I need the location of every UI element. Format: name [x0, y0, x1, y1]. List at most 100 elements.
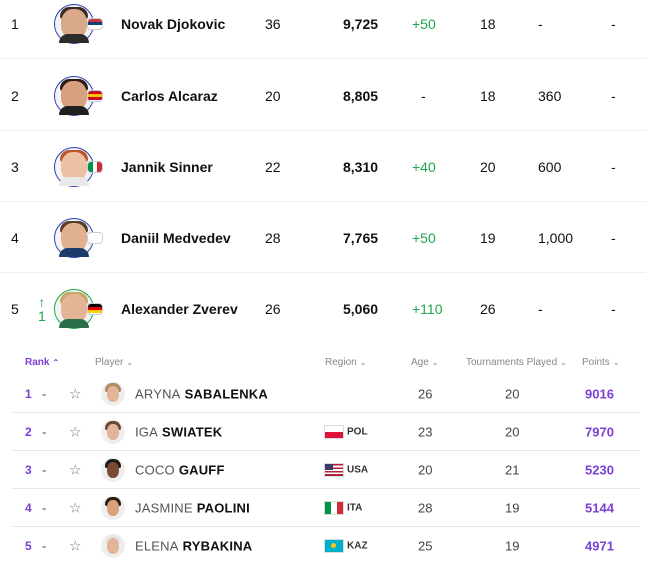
player-avatar[interactable] [101, 458, 125, 482]
atp-rankings-table: 1 Novak Djokovic 36 9,725 +50 18 - - 2 C… [0, 0, 656, 344]
star-icon[interactable]: ☆ [69, 423, 82, 440]
kazakhstan-flag-icon [324, 539, 344, 553]
table-row[interactable]: 2 - ☆ IGA SWIATEK POL 23 20 7970 [0, 413, 656, 451]
table-header: Rank ⌃ Player ⌄ Region ⌄ Age ⌄ Tournaments P… [0, 345, 656, 377]
tournaments-header-label: Tournaments Played [466, 357, 558, 368]
player-age: 25 [418, 538, 433, 554]
player-points: 9,725 [343, 15, 379, 32]
player-age: 36 [265, 15, 281, 32]
player-name[interactable]: Alexander Zverev [121, 300, 238, 317]
player-name[interactable]: Jannik Sinner [121, 158, 213, 175]
next-best: - [611, 300, 616, 317]
rank: 2 [11, 87, 19, 104]
table-row[interactable]: 2 Carlos Alcaraz 20 8,805 - 18 360 - [0, 60, 656, 131]
rank: 3 [25, 463, 32, 477]
chevron-up-icon: ⌃ [52, 358, 60, 367]
star-icon[interactable]: ☆ [69, 461, 82, 478]
player-avatar[interactable] [101, 420, 125, 444]
next-best: - [611, 229, 616, 246]
player-name[interactable]: Novak Djokovic [121, 15, 226, 32]
italy-flag-icon [87, 160, 103, 173]
last-name: RYBAKINA [182, 538, 253, 554]
points-dropping: 600 [538, 158, 562, 175]
age-column-header[interactable]: Age ⌄ [411, 357, 439, 368]
table-row[interactable]: 4 - ☆ JASMINE PAOLINI ITA 28 19 5144 [0, 489, 656, 527]
points-dropping: - [538, 15, 543, 32]
region-code: POL [347, 426, 368, 438]
rank-movement: ↑ 1 [38, 295, 46, 323]
first-name: COCO [135, 462, 175, 478]
points-column-header[interactable]: Points ⌄ [582, 357, 620, 368]
region-column-header[interactable]: Region ⌄ [325, 357, 366, 368]
last-name: SWIATEK [162, 424, 223, 440]
table-row[interactable]: 5 - ☆ ELENA RYBAKINA KAZ 25 19 4971 [0, 527, 656, 565]
tournaments-played: 18 [480, 15, 496, 32]
player-avatar[interactable] [54, 146, 103, 187]
player-name[interactable]: ARYNA SABALENKA [135, 387, 268, 402]
table-row[interactable]: 1 Novak Djokovic 36 9,725 +50 18 - - [0, 0, 656, 59]
rank-movement: - [42, 500, 47, 516]
neutral-flag-icon [87, 231, 103, 244]
player-avatar[interactable] [54, 217, 103, 258]
rank-column-header[interactable]: Rank ⌃ [25, 357, 59, 368]
rank: 3 [11, 158, 19, 175]
player-name[interactable]: Carlos Alcaraz [121, 87, 218, 104]
points-dropping: 1,000 [538, 229, 574, 246]
player-name[interactable]: ELENA RYBAKINA [135, 539, 252, 554]
tournaments-played: 19 [480, 229, 496, 246]
player-age: 23 [418, 424, 433, 440]
table-row[interactable]: 1 - ☆ ARYNA SABALENKA 26 20 9016 [0, 375, 656, 413]
tournaments-column-header[interactable]: Tournaments Played ⌄ [466, 357, 567, 368]
player-name[interactable]: Daniil Medvedev [121, 229, 231, 246]
player-name[interactable]: COCO GAUFF [135, 463, 225, 478]
player-avatar[interactable] [101, 382, 125, 406]
tournaments-played: 19 [505, 500, 520, 516]
table-row[interactable]: 4 Daniil Medvedev 28 7,765 +50 19 1,000 … [0, 202, 656, 273]
star-icon[interactable]: ☆ [69, 385, 82, 402]
poland-flag-icon [324, 425, 344, 439]
points-header-label: Points [582, 357, 610, 368]
player-name[interactable]: IGA SWIATEK [135, 425, 222, 440]
player-age: 26 [265, 300, 281, 317]
player-column-header[interactable]: Player ⌄ [95, 357, 133, 368]
rank: 1 [11, 15, 19, 32]
next-best: - [611, 87, 616, 104]
rank-movement-value: 1 [38, 307, 46, 324]
points-change: - [421, 87, 426, 104]
player-points: 5230 [585, 462, 614, 478]
rank: 5 [11, 300, 19, 317]
rank: 4 [25, 501, 32, 515]
player-age: 22 [265, 158, 281, 175]
first-name: IGA [135, 424, 158, 440]
points-change: +110 [412, 300, 443, 317]
player-avatar[interactable] [54, 288, 103, 329]
tournaments-played: 20 [505, 424, 520, 440]
table-row[interactable]: 3 - ☆ COCO GAUFF USA 20 21 5230 [0, 451, 656, 489]
rank-movement: - [42, 538, 47, 554]
player-header-label: Player [95, 357, 124, 368]
rank: 1 [25, 387, 32, 401]
serbia-flag-icon [87, 17, 103, 30]
player-avatar[interactable] [101, 534, 125, 558]
points-change: +50 [412, 15, 436, 32]
chevron-down-icon: ⌄ [560, 358, 567, 367]
player-avatar[interactable] [54, 3, 103, 44]
tournaments-played: 18 [480, 87, 496, 104]
spain-flag-icon [87, 89, 103, 102]
player-name[interactable]: JASMINE PAOLINI [135, 501, 250, 516]
player-age: 28 [265, 229, 281, 246]
last-name: PAOLINI [196, 500, 250, 516]
usa-flag-icon [324, 463, 344, 477]
player-avatar[interactable] [101, 496, 125, 520]
player-avatar[interactable] [54, 75, 103, 116]
region-code: USA [347, 464, 369, 476]
star-icon[interactable]: ☆ [69, 537, 82, 554]
player-points: 4971 [585, 538, 614, 554]
table-row[interactable]: 3 Jannik Sinner 22 8,310 +40 20 600 - [0, 131, 656, 202]
table-row[interactable]: 5 ↑ 1 Alexander Zverev 26 5,060 +110 26 … [0, 273, 656, 344]
star-icon[interactable]: ☆ [69, 499, 82, 516]
player-points: 5,060 [343, 300, 379, 317]
player-points: 9016 [585, 386, 614, 402]
player-age: 26 [418, 386, 433, 402]
rank-movement: - [42, 462, 47, 478]
